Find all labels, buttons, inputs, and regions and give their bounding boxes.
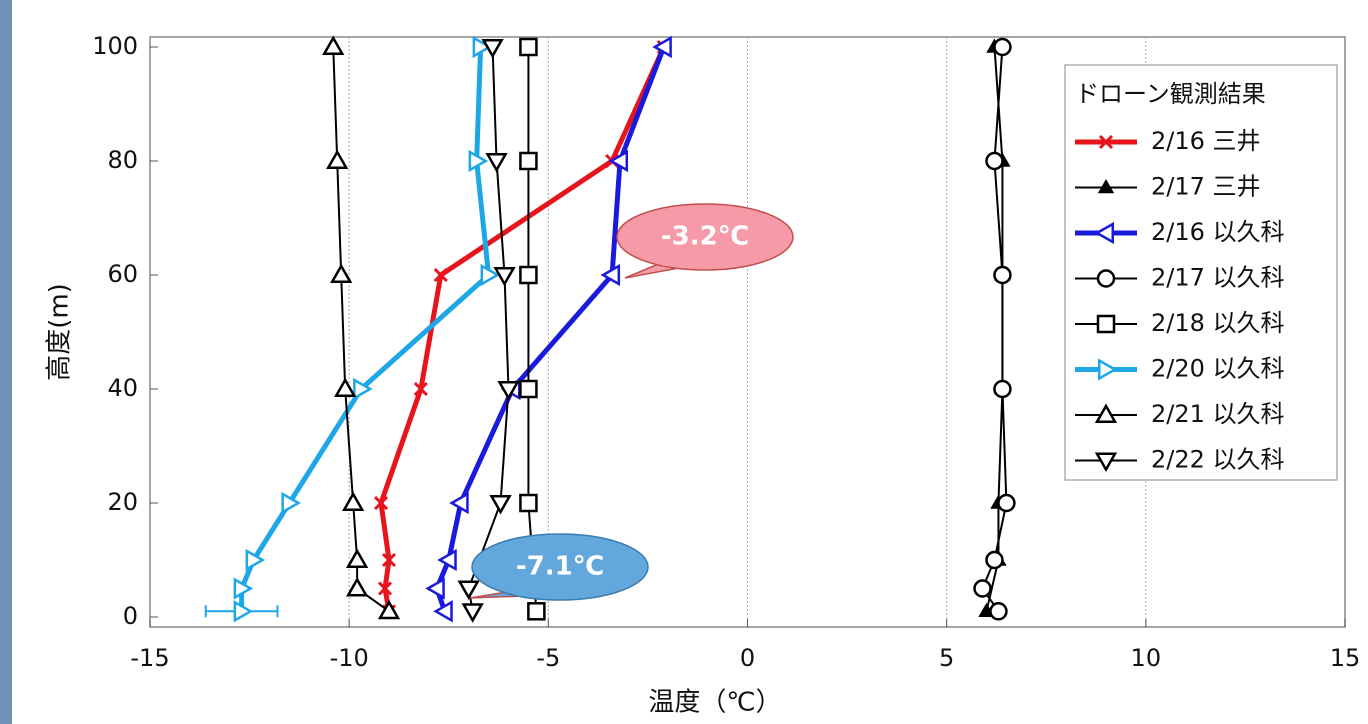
callout-fill: [518, 582, 548, 596]
marker: [994, 39, 1010, 55]
legend-marker: [1098, 271, 1114, 287]
x-tick-label: -10: [330, 644, 369, 672]
marker: [994, 381, 1010, 397]
y-tick-label: 20: [107, 488, 138, 516]
legend-marker: [1098, 316, 1114, 332]
chart: 温度（℃） 高度(m) -15 -10 -5 0 5 10 15 0 20 40 60 80 100 -3…: [0, 0, 1368, 724]
y-tick-label: 40: [107, 374, 138, 402]
annotation: -7.1℃: [516, 552, 604, 582]
legend-title: ドローン観測結果: [1075, 80, 1266, 108]
legend-label: 2/18 以久科: [1151, 309, 1285, 337]
annotation: -3.2℃: [661, 222, 749, 252]
marker: [998, 495, 1014, 511]
x-tick-label: 0: [740, 644, 755, 672]
y-axis-label: 高度(m): [45, 283, 75, 381]
legend-label: 2/22 以久科: [1151, 446, 1285, 474]
marker: [986, 153, 1002, 169]
callout-fill: [663, 252, 693, 266]
marker: [990, 603, 1006, 619]
y-tick-label: 100: [92, 32, 138, 60]
legend-label: 2/21 以久科: [1151, 400, 1285, 428]
marker: [520, 495, 536, 511]
y-tick-label: 0: [123, 602, 138, 630]
legend-label: 2/16 以久科: [1151, 218, 1285, 246]
x-axis-label: 温度（℃）: [648, 688, 781, 718]
y-tick-label: 80: [107, 146, 138, 174]
legend-label: 2/17 三井: [1151, 173, 1261, 201]
legend-label: 2/17 以久科: [1151, 264, 1285, 292]
marker: [520, 267, 536, 283]
legend-label: 2/20 以久科: [1151, 355, 1285, 383]
marker: [520, 381, 536, 397]
x-tick-label: -5: [536, 644, 560, 672]
marker: [975, 581, 991, 597]
x-tick-label: 5: [939, 644, 954, 672]
marker: [520, 153, 536, 169]
y-tick-label: 60: [107, 260, 138, 288]
legend-label: 2/16 三井: [1151, 127, 1261, 155]
x-tick-label: 10: [1131, 644, 1162, 672]
x-tick-label: -15: [130, 644, 169, 672]
x-tick-label: 15: [1330, 644, 1361, 672]
marker: [994, 267, 1010, 283]
marker: [528, 603, 544, 619]
marker: [986, 552, 1002, 568]
side-strip: [0, 0, 12, 724]
marker: [520, 39, 536, 55]
